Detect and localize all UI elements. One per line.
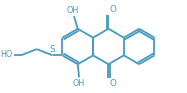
Text: OH: OH bbox=[67, 6, 79, 15]
Text: OH: OH bbox=[73, 79, 85, 88]
Text: O: O bbox=[109, 79, 116, 88]
Text: O: O bbox=[109, 5, 116, 14]
Text: S: S bbox=[50, 45, 56, 54]
Text: HO: HO bbox=[1, 50, 13, 59]
